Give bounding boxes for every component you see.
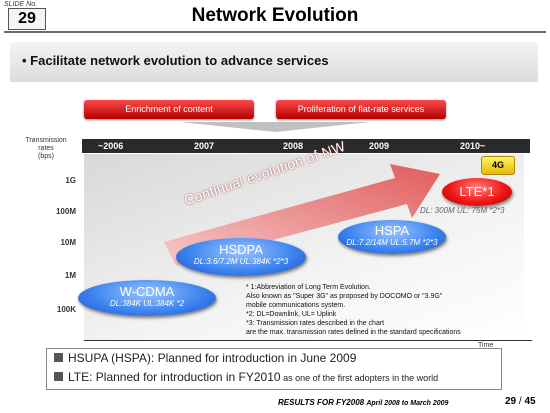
- hspa-rates: DL:7.2/14M UL:5.7M *2*3: [346, 238, 438, 247]
- rate-tick: 10M: [60, 238, 76, 247]
- hsdpa-name: HSDPA: [219, 242, 263, 257]
- footer: RESULTS FOR FY2008 April 2008 to March 2…: [278, 398, 448, 407]
- slide-number: 29: [8, 8, 46, 30]
- y-axis-label-line: Transmission: [25, 137, 67, 144]
- hspa-bubble: HSPA DL:7.2/14M UL:5.7M *2*3: [338, 220, 446, 254]
- converge-wedge-icon: [180, 122, 370, 132]
- plan-lte-note: as one of the first adopters in the worl…: [280, 373, 439, 383]
- page-current: 29: [505, 396, 517, 407]
- plan-hsupa-text: HSUPA (HSPA): Planned for introduction i…: [68, 351, 357, 365]
- y-axis-label: Transmission rates (bps): [10, 137, 82, 161]
- footnote-line: * 1:Abbreviation of Long Term Evolution.: [246, 284, 371, 291]
- footer-text: RESULTS FOR FY2008: [278, 398, 365, 407]
- badge-4g: 4G: [481, 156, 515, 175]
- footnote-line: *3: Transmission rates described in the …: [246, 320, 385, 327]
- title-rule: [4, 31, 546, 33]
- plans-box: [46, 348, 502, 390]
- wcdma-name: W-CDMA: [119, 284, 175, 299]
- driver-flat-rate-services: Proliferation of flat-rate services: [276, 100, 446, 119]
- lte-bubble: LTE*1: [442, 178, 512, 206]
- page-total: 45: [524, 396, 536, 407]
- page-title: Network Evolution: [191, 5, 359, 26]
- rate-tick: 1M: [64, 271, 76, 280]
- hsdpa-rates: DL:3.6/7.2M UL:384K *2*3: [193, 257, 289, 266]
- rate-tick: 1G: [65, 176, 76, 185]
- year-label: 2009: [369, 141, 390, 151]
- time-axis: [84, 340, 532, 341]
- square-bullet-icon: [54, 353, 63, 362]
- driver-enrichment-of-content: Enrichment of content: [84, 100, 254, 119]
- square-bullet-icon: [54, 372, 63, 381]
- slide-number-label: SLIDE No.: [4, 1, 38, 8]
- year-label: 2008: [283, 141, 304, 151]
- lte-name: LTE*1: [459, 184, 495, 199]
- year-label: 2010~: [460, 141, 486, 151]
- bullet-text: • Facilitate network evolution to advanc…: [22, 53, 329, 68]
- y-axis-label-line: (bps): [38, 153, 54, 160]
- year-label: ~2006: [98, 141, 124, 151]
- page-counter: 29 / 45: [505, 396, 536, 407]
- wcdma-rates: DL:384K UL:384K *2: [109, 299, 185, 308]
- plan-lte-text: LTE: Planned for introduction in FY2010: [68, 370, 281, 384]
- footnote-line: are the max. transmission rates defined …: [246, 329, 461, 336]
- time-axis-label: Time: [478, 342, 494, 349]
- rate-tick: 100K: [56, 305, 76, 314]
- footnote-line: *2: DL=Downlink, UL= Uplink: [246, 311, 337, 318]
- footnote-line: Also known as "Super 3G" as proposed by …: [246, 293, 443, 300]
- year-label: 2007: [194, 141, 215, 151]
- y-axis-label-line: rates: [38, 145, 54, 152]
- footnotes: * 1:Abbreviation of Long Term Evolution.…: [246, 283, 526, 337]
- plan-hsupa: HSUPA (HSPA): Planned for introduction i…: [54, 351, 356, 365]
- footer-period: April 2008 to March 2009: [366, 400, 449, 407]
- hsdpa-bubble: HSDPA DL:3.6/7.2M UL:384K *2*3: [176, 238, 306, 276]
- wcdma-bubble: W-CDMA DL:384K UL:384K *2: [78, 280, 216, 316]
- footnote-line: mobile communications system.: [246, 302, 346, 309]
- lte-rates: DL: 300M UL: 75M *2*3: [420, 206, 505, 215]
- bullet-band: [10, 42, 538, 82]
- page-separator: /: [516, 396, 525, 407]
- year-bar: [82, 139, 530, 153]
- rate-tick: 100M: [55, 207, 76, 216]
- hspa-name: HSPA: [374, 223, 410, 238]
- plan-lte: LTE: Planned for introduction in FY2010 …: [54, 370, 438, 384]
